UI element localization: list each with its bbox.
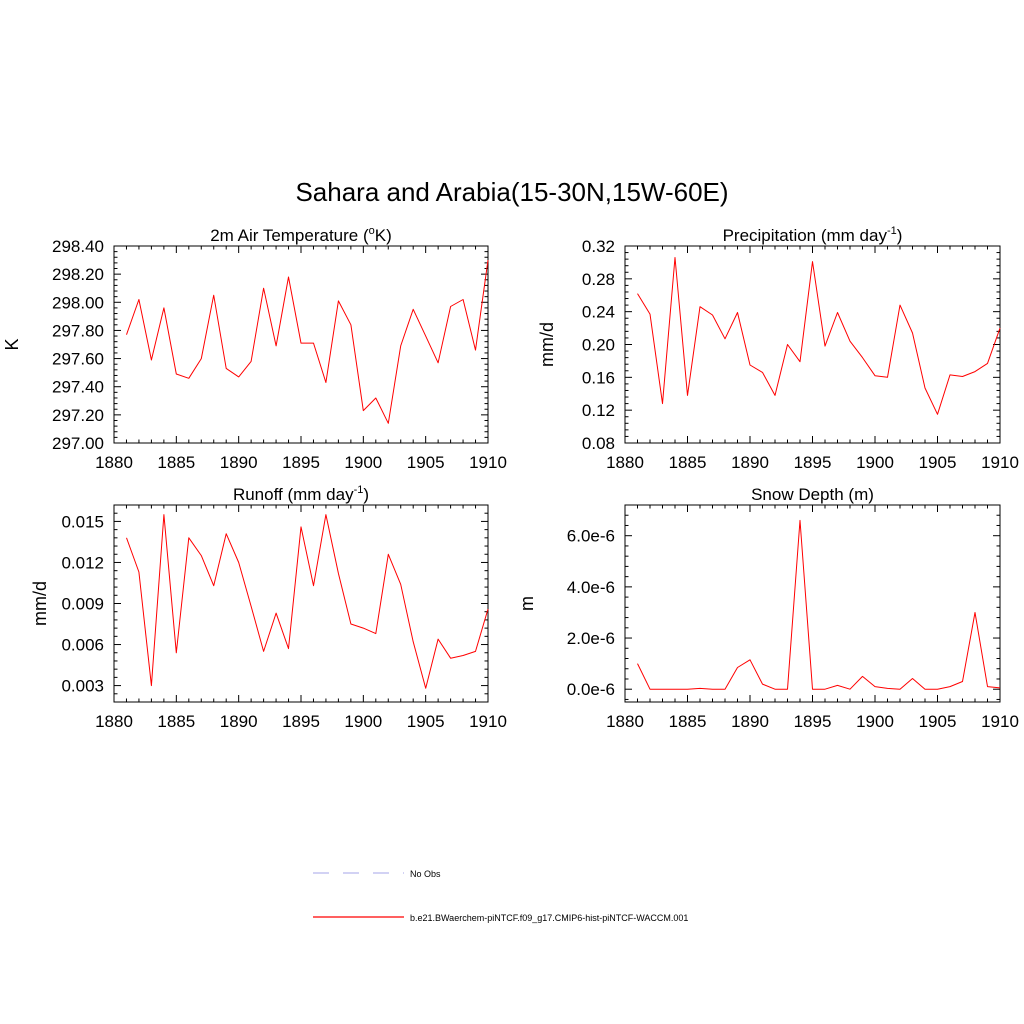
y-tick-label: 298.20 [52, 265, 104, 284]
x-tick-label: 1890 [220, 453, 258, 472]
y-tick-label: 0.003 [61, 677, 104, 696]
x-tick-label: 1890 [220, 712, 258, 731]
panel-title: Runoff (mm day-1) [233, 484, 369, 504]
x-tick-label: 1880 [606, 453, 644, 472]
legend: No Obs b.e21.BWaerchem-piNTCF.f09_g17.CMI… [313, 869, 688, 923]
legend-label: No Obs [410, 869, 441, 879]
y-tick-label: 0.16 [582, 368, 615, 387]
x-tick-label: 1895 [282, 453, 320, 472]
y-tick-label: 0.009 [61, 595, 104, 614]
y-tick-label: 297.80 [52, 321, 104, 340]
x-tick-label: 1890 [731, 712, 769, 731]
x-tick-label: 1900 [856, 453, 894, 472]
y-axis-label: mm/d [537, 322, 557, 367]
y-tick-label: 4.0e-6 [567, 578, 615, 597]
x-tick-label: 1895 [282, 712, 320, 731]
chart-panel-2: Precipitation (mm day-1) mm/d 1880 1885 1890… [537, 225, 1019, 472]
x-tick-label: 1880 [606, 712, 644, 731]
x-tick-label: 1880 [95, 712, 133, 731]
y-tick-label: 298.00 [52, 293, 104, 312]
panel-title: 2m Air Temperature (oK) [210, 225, 392, 245]
x-tick-label: 1880 [95, 453, 133, 472]
y-axis-label: m [517, 596, 537, 611]
y-tick-label: 0.006 [61, 636, 104, 655]
series-line [637, 257, 1001, 415]
chart-panel-3: Runoff (mm day-1) mm/d 1880 1885 1890 1895 190… [30, 484, 507, 731]
plot-frame [624, 504, 1001, 703]
y-tick-label: 297.60 [52, 350, 104, 369]
y-tick-label: 0.08 [582, 434, 615, 453]
x-tick-label: 1910 [981, 453, 1019, 472]
legend-entry: b.e21.BWaerchem-piNTCF.f09_g17.CMIP6-his… [313, 913, 688, 923]
x-tick-label: 1885 [669, 712, 707, 731]
chart-panel-1: 2m Air Temperature (oK) K 1880 1885 1890 1895… [2, 225, 507, 472]
x-tick-label: 1910 [981, 712, 1019, 731]
x-tick-label: 1910 [469, 712, 507, 731]
y-tick-label: 0.12 [582, 401, 615, 420]
figure-title: Sahara and Arabia(15-30N,15W-60E) [295, 177, 728, 207]
legend-label: b.e21.BWaerchem-piNTCF.f09_g17.CMIP6-his… [410, 913, 688, 923]
y-tick-label: 0.24 [582, 303, 615, 322]
y-tick-label: 297.00 [52, 434, 104, 453]
x-tick-label: 1910 [469, 453, 507, 472]
x-tick-label: 1905 [919, 453, 957, 472]
y-tick-label: 0.28 [582, 270, 615, 289]
y-tick-label: 6.0e-6 [567, 527, 615, 546]
legend-entry: No Obs [313, 869, 441, 879]
chart-panels: 2m Air Temperature (oK) K 1880 1885 1890 1895… [2, 225, 1019, 731]
plot-frame [113, 245, 489, 444]
x-tick-label: 1890 [731, 453, 769, 472]
x-tick-label: 1895 [794, 712, 832, 731]
y-tick-label: 0.0e-6 [567, 680, 615, 699]
x-tick-label: 1885 [157, 453, 195, 472]
series-line [126, 260, 489, 424]
x-tick-label: 1900 [344, 453, 382, 472]
x-tick-label: 1885 [157, 712, 195, 731]
chart-panel-4: Snow Depth (m) m 1880 1885 1890 1895 1900 1905 1… [517, 485, 1019, 731]
x-tick-label: 1905 [919, 712, 957, 731]
y-tick-label: 2.0e-6 [567, 629, 615, 648]
x-tick-label: 1900 [344, 712, 382, 731]
y-tick-label: 0.012 [61, 553, 104, 572]
y-tick-label: 297.20 [52, 406, 104, 425]
y-axis-label: mm/d [30, 581, 50, 626]
x-tick-label: 1885 [669, 453, 707, 472]
x-tick-label: 1905 [407, 712, 445, 731]
y-tick-label: 0.015 [61, 512, 104, 531]
x-tick-label: 1905 [407, 453, 445, 472]
y-tick-label: 298.40 [52, 237, 104, 256]
y-tick-label: 0.32 [582, 237, 615, 256]
y-axis-label: K [2, 338, 22, 350]
panel-title: Precipitation (mm day-1) [723, 225, 903, 245]
y-tick-label: 297.40 [52, 378, 104, 397]
panel-title: Snow Depth (m) [751, 485, 874, 504]
plot-frame [624, 245, 1001, 444]
plot-frame [113, 504, 489, 703]
series-line [126, 514, 489, 689]
x-tick-label: 1895 [794, 453, 832, 472]
series-line [637, 519, 1001, 690]
y-tick-label: 0.20 [582, 336, 615, 355]
x-tick-label: 1900 [856, 712, 894, 731]
